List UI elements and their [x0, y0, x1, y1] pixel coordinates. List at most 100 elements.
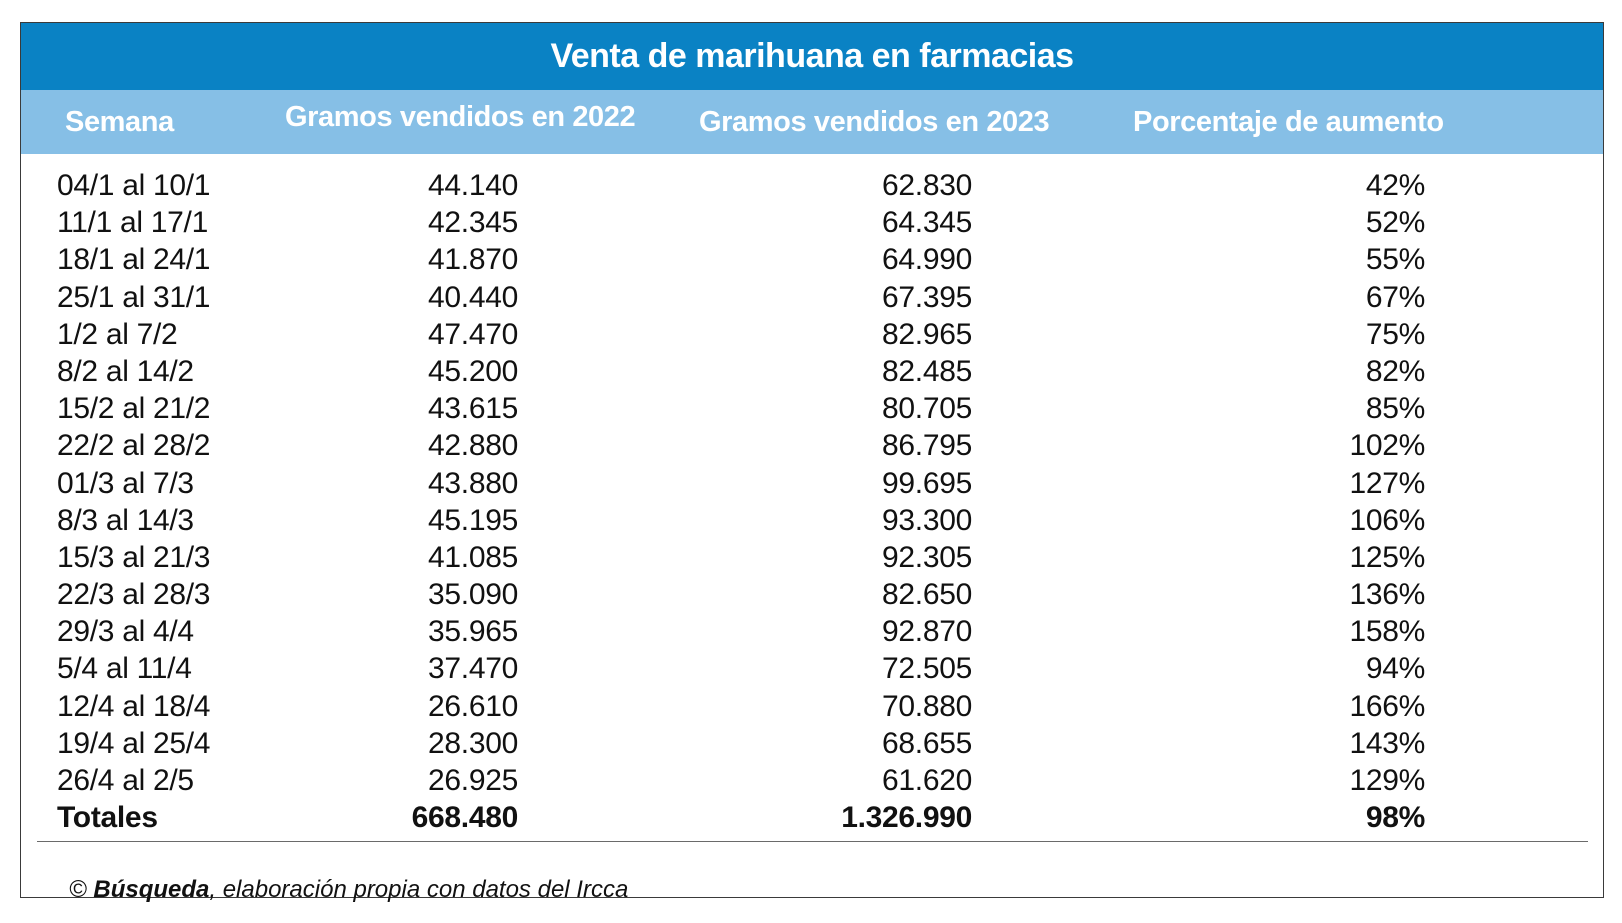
week-cell: 15/2 al 21/2: [57, 392, 211, 426]
source-rest: , elaboración propia con datos del Ircca: [209, 876, 629, 903]
grams-2023-cell: 1.326.990: [841, 801, 972, 835]
grams-2022-cell: 43.880: [428, 466, 518, 500]
grams-2022-cell: 45.200: [428, 354, 518, 388]
table-row: 8/3 al 14/3 45.195 93.300 106%: [21, 502, 1603, 539]
increase-percent-cell: 143%: [1349, 726, 1425, 760]
increase-percent-cell: 94%: [1365, 652, 1425, 686]
grams-2022-cell: 35.965: [428, 615, 518, 649]
table-title: Venta de marihuana en farmacias: [21, 23, 1603, 90]
week-cell: 1/2 al 7/2: [57, 317, 178, 351]
increase-percent-cell: 158%: [1349, 615, 1425, 649]
increase-percent-cell: 127%: [1349, 466, 1425, 500]
increase-percent-cell: 85%: [1365, 392, 1425, 426]
week-cell: 04/1 al 10/1: [57, 169, 211, 202]
table-row: 15/2 al 21/2 43.615 80.705 85%: [21, 390, 1603, 427]
table-row: 18/1 al 24/1 41.870 64.990 55%: [21, 241, 1603, 278]
grams-2023-cell: 64.990: [882, 243, 972, 277]
increase-percent-cell: 102%: [1349, 429, 1425, 463]
grams-2023-cell: 99.695: [882, 466, 972, 500]
source-prefix: ©: [69, 876, 94, 903]
grams-2022-cell: 42.880: [428, 429, 518, 463]
grams-2022-cell: 28.300: [428, 726, 518, 760]
increase-percent-cell: 82%: [1365, 354, 1425, 388]
table-row: 04/1 al 10/1 44.140 62.830 42%: [21, 167, 1603, 204]
grams-2023-cell: 67.395: [882, 280, 972, 314]
grams-2023-cell: 80.705: [882, 392, 972, 426]
week-cell: 12/4 al 18/4: [57, 689, 211, 723]
grams-2023-cell: 64.345: [882, 206, 972, 240]
grams-2022-cell: 41.085: [428, 540, 518, 574]
grams-2022-cell: 668.480: [411, 801, 519, 835]
table-row: 8/2 al 14/2 45.200 82.485 82%: [21, 353, 1603, 390]
increase-percent-cell: 136%: [1349, 578, 1425, 612]
table-frame: Venta de marihuana en farmacias Semana G…: [20, 22, 1604, 903]
grams-2022-cell: 41.870: [428, 243, 518, 277]
increase-percent-cell: 75%: [1365, 317, 1425, 351]
table-row: 11/1 al 17/1 42.345 64.345 52%: [21, 204, 1603, 241]
grams-2022-cell: 40.440: [428, 280, 518, 314]
week-cell: 15/3 al 21/3: [57, 540, 211, 574]
increase-percent-cell: 106%: [1349, 503, 1425, 537]
totals-label: Totales: [57, 801, 158, 835]
week-cell: 11/1 al 17/1: [57, 206, 208, 240]
column-header-row: Semana Gramos vendidos en 2022 Gramos ve…: [21, 90, 1603, 154]
grams-2023-cell: 70.880: [882, 689, 972, 723]
grams-2023-cell: 82.965: [882, 317, 972, 351]
week-cell: 29/3 al 4/4: [57, 615, 194, 649]
week-cell: 25/1 al 31/1: [57, 280, 211, 314]
grams-2022-cell: 43.615: [428, 392, 518, 426]
increase-percent-cell: 52%: [1365, 206, 1425, 240]
week-cell: 18/1 al 24/1: [57, 243, 211, 277]
week-cell: 22/3 al 28/3: [57, 578, 211, 612]
grams-2023-cell: 61.620: [882, 764, 972, 797]
grams-2022-cell: 45.195: [428, 503, 518, 537]
week-cell: 01/3 al 7/3: [57, 466, 194, 500]
grams-2022-cell: 26.925: [428, 764, 518, 797]
column-header-2023: Gramos vendidos en 2023: [699, 105, 1050, 138]
grams-2022-cell: 35.090: [428, 578, 518, 612]
week-cell: 5/4 al 11/4: [57, 652, 192, 686]
table-row: 19/4 al 25/4 28.300 68.655 143%: [21, 725, 1603, 762]
table-row: 12/4 al 18/4 26.610 70.880 166%: [21, 688, 1603, 725]
increase-percent-cell: 42%: [1365, 169, 1425, 202]
grams-2023-cell: 82.650: [882, 578, 972, 612]
week-cell: 8/2 al 14/2: [57, 354, 194, 388]
table-row: 5/4 al 11/4 37.470 72.505 94%: [21, 650, 1603, 687]
grams-2023-cell: 68.655: [882, 726, 972, 760]
table-row: 01/3 al 7/3 43.880 99.695 127%: [21, 465, 1603, 502]
table-row: 22/2 al 28/2 42.880 86.795 102%: [21, 427, 1603, 464]
week-cell: 22/2 al 28/2: [57, 429, 211, 463]
totals-row: Totales 668.480 1.326.990 98%: [21, 799, 1603, 836]
table-body: 04/1 al 10/1 44.140 62.830 42% 11/1 al 17/1 4…: [21, 167, 1603, 836]
grams-2023-cell: 86.795: [882, 429, 972, 463]
grams-2023-cell: 72.505: [882, 652, 972, 686]
grams-2023-cell: 82.485: [882, 354, 972, 388]
table-row: 22/3 al 28/3 35.090 82.650 136%: [21, 576, 1603, 613]
table-row: 25/1 al 31/1 40.440 67.395 67%: [21, 279, 1603, 316]
source-note: © Búsqueda, elaboración propia con datos…: [69, 876, 628, 904]
source-brand: Búsqueda: [93, 876, 210, 903]
week-cell: 19/4 al 25/4: [57, 726, 211, 760]
table-row: 1/2 al 7/2 47.470 82.965 75%: [21, 316, 1603, 353]
grams-2022-cell: 44.140: [428, 169, 518, 202]
grams-2022-cell: 42.345: [428, 206, 518, 240]
grams-2023-cell: 92.870: [882, 615, 972, 649]
footer-divider: [37, 841, 1588, 842]
table-row: 15/3 al 21/3 41.085 92.305 125%: [21, 539, 1603, 576]
increase-percent-cell: 129%: [1349, 764, 1425, 797]
grams-2023-cell: 92.305: [882, 540, 972, 574]
table-row: 26/4 al 2/5 26.925 61.620 129%: [21, 762, 1603, 799]
increase-percent-cell: 125%: [1349, 540, 1425, 574]
increase-percent-cell: 166%: [1349, 689, 1425, 723]
increase-percent-cell: 98%: [1365, 801, 1425, 835]
increase-percent-cell: 55%: [1365, 243, 1425, 277]
grams-2023-cell: 62.830: [882, 169, 972, 202]
week-cell: 26/4 al 2/5: [57, 764, 194, 797]
increase-percent-cell: 67%: [1365, 280, 1425, 314]
column-header-week: Semana: [65, 105, 174, 138]
column-header-2022: Gramos vendidos en 2022: [285, 100, 636, 133]
column-header-increase: Porcentaje de aumento: [1133, 105, 1444, 138]
table-row: 29/3 al 4/4 35.965 92.870 158%: [21, 613, 1603, 650]
grams-2023-cell: 93.300: [882, 503, 972, 537]
grams-2022-cell: 47.470: [428, 317, 518, 351]
